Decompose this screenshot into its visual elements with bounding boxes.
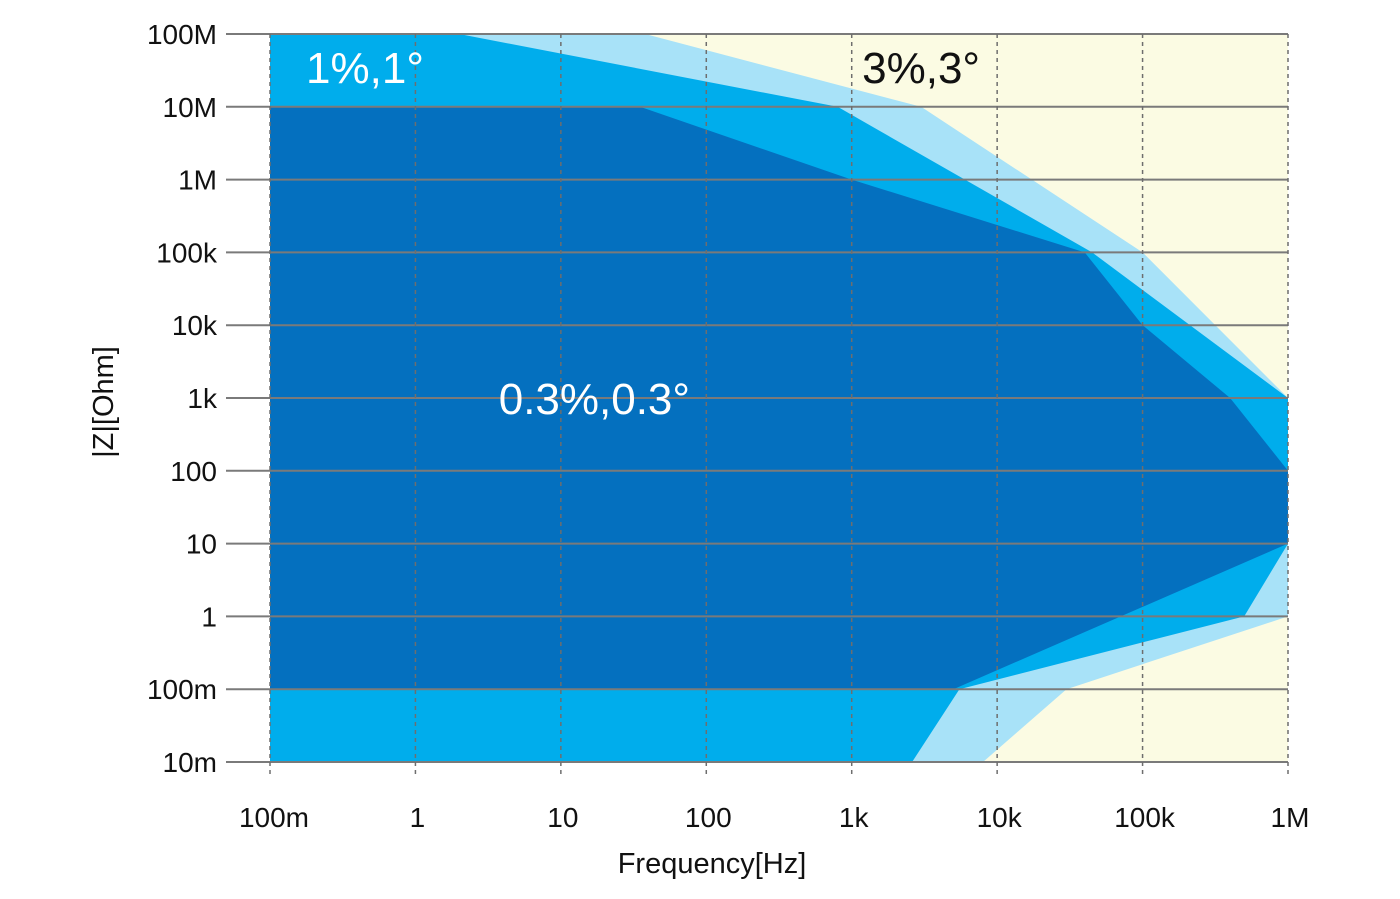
y-tick-label: 10 xyxy=(186,529,217,560)
x-tick-label: 100k xyxy=(1114,802,1176,833)
x-tick-label: 100m xyxy=(239,802,309,833)
y-tick-label: 1k xyxy=(187,383,218,414)
y-tick-label: 100 xyxy=(170,456,217,487)
y-tick-label: 100m xyxy=(147,674,217,705)
region-label: 3%,3° xyxy=(862,44,980,93)
x-axis-label: Frequency[Hz] xyxy=(618,848,807,880)
y-tick-label: 1M xyxy=(178,165,217,196)
y-tick-label: 100k xyxy=(156,237,218,268)
y-tick-labels: 100M 10M 1M 100k 10k 1k 100 10 1 100m 10m xyxy=(147,19,218,778)
y-tick-label: 10k xyxy=(172,310,218,341)
y-tick-label: 100M xyxy=(147,19,217,50)
y-tick-label: 10M xyxy=(163,92,217,123)
x-tick-label: 1 xyxy=(410,802,426,833)
x-tick-label: 1k xyxy=(839,802,870,833)
x-tick-label: 10 xyxy=(547,802,578,833)
region-label: 0.3%,0.3° xyxy=(499,375,690,424)
x-tick-labels: 100m 1 10 100 1k 10k 100k 1M xyxy=(239,802,1309,833)
region-label: 1%,1° xyxy=(306,44,424,93)
x-tick-label: 1M xyxy=(1271,802,1310,833)
y-tick-label: 10m xyxy=(163,747,217,778)
vertical-gridlines xyxy=(269,34,1289,778)
x-tick-label: 100 xyxy=(685,802,732,833)
y-tick-label: 1 xyxy=(201,601,217,632)
region-labels: 3%,3° 1%,1° 0.3%,0.3° xyxy=(306,44,980,424)
x-tick-label: 10k xyxy=(977,802,1023,833)
y-axis-label: |Z|[Ohm] xyxy=(88,346,120,458)
horizontal-gridlines xyxy=(226,33,1288,763)
